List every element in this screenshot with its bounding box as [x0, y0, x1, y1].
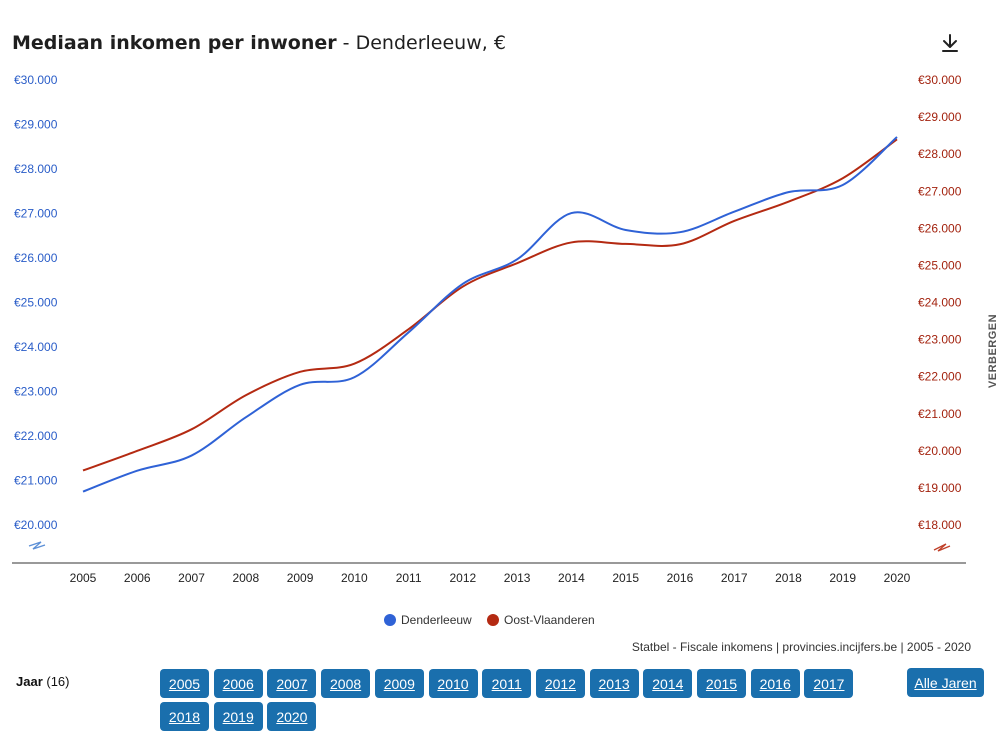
legend-label: Oost-Vlaanderen [504, 613, 595, 627]
year-button-2012[interactable]: 2012 [535, 669, 585, 698]
x-tick-label: 2007 [178, 571, 205, 585]
year-button-2020[interactable]: 2020 [267, 702, 317, 731]
left-y-tick-label: €30.000 [14, 73, 58, 87]
year-button-2006[interactable]: 2006 [213, 669, 263, 698]
legend-marker [487, 614, 499, 626]
year-button-2015[interactable]: 2015 [697, 669, 746, 698]
year-button-2005[interactable]: 2005 [160, 669, 209, 698]
legend-label: Denderleeuw [401, 613, 472, 627]
source-note: Statbel - Fiscale inkomens | provincies.… [631, 640, 971, 654]
year-filter-label: Jaar (16) [16, 674, 70, 689]
left-y-tick-label: €25.000 [14, 296, 58, 310]
year-filter-count: (16) [46, 674, 70, 689]
right-y-tick-label: €27.000 [918, 184, 962, 198]
right-y-tick-label: €30.000 [918, 73, 962, 87]
axis-break-icon [933, 543, 951, 552]
axis-break-icon [28, 541, 46, 550]
left-y-tick-label: €29.000 [14, 118, 58, 132]
left-y-tick-label: €24.000 [14, 340, 58, 354]
x-tick-label: 2014 [558, 571, 585, 585]
download-icon[interactable] [938, 32, 962, 56]
legend-item-oost-vlaanderen[interactable]: Oost-Vlaanderen [487, 613, 595, 627]
right-y-axis: €18.000 €19.000 €20.000 €21.000 €22.000 €23.0… [918, 73, 962, 552]
left-y-axis: €20.000 €21.000 €22.000 €23.000 €24.000 €25.0… [14, 73, 58, 550]
x-tick-label: 2016 [667, 571, 694, 585]
x-tick-label: 2020 [884, 571, 911, 585]
x-tick-label: 2015 [612, 571, 639, 585]
left-y-tick-label: €26.000 [14, 251, 58, 265]
right-y-tick-label: €18.000 [918, 518, 962, 532]
right-y-tick-label: €19.000 [918, 481, 962, 495]
right-y-tick-label: €21.000 [918, 407, 962, 421]
chart-title-main: Mediaan inkomen per inwoner [12, 32, 337, 54]
year-button-2008[interactable]: 2008 [321, 669, 371, 698]
series-line-denderleeuw[interactable] [82, 136, 898, 493]
x-tick-label: 2019 [829, 571, 856, 585]
year-filter-title: Jaar [16, 674, 43, 689]
x-tick-label: 2017 [721, 571, 748, 585]
x-tick-label: 2008 [232, 571, 259, 585]
left-y-tick-label: €20.000 [14, 518, 58, 532]
line-chart: €20.000 €21.000 €22.000 €23.000 €24.000 €25.0… [12, 73, 966, 627]
right-y-tick-label: €25.000 [918, 258, 962, 272]
x-axis: 2005 2006 2007 2008 2009 2010 2011 2012 2013 2014… [12, 562, 966, 585]
legend-marker [384, 614, 396, 626]
x-tick-label: 2005 [70, 571, 97, 585]
chart-title-sub: - Denderleeuw, € [336, 32, 506, 54]
right-y-tick-label: €23.000 [918, 333, 962, 347]
chart-lines [82, 136, 898, 493]
left-y-tick-label: €23.000 [14, 385, 58, 399]
x-tick-label: 2010 [341, 571, 368, 585]
chart-legend[interactable]: Denderleeuw Oost-Vlaanderen [384, 613, 595, 627]
right-y-tick-label: €29.000 [918, 110, 962, 124]
right-y-tick-label: €28.000 [918, 147, 962, 161]
right-y-tick-label: €24.000 [918, 296, 962, 310]
x-tick-label: 2009 [287, 571, 314, 585]
year-button-2013[interactable]: 2013 [589, 669, 639, 698]
x-tick-label: 2012 [450, 571, 477, 585]
year-button-2014[interactable]: 2014 [643, 669, 693, 698]
year-button-2018[interactable]: 2018 [160, 702, 209, 731]
all-years-button[interactable]: Alle Jaren [907, 668, 984, 697]
left-y-tick-label: €27.000 [14, 207, 58, 221]
left-y-tick-label: €28.000 [14, 162, 58, 176]
year-button-2011[interactable]: 2011 [482, 669, 532, 698]
year-button-2016[interactable]: 2016 [750, 669, 800, 698]
chart-title: Mediaan inkomen per inwoner - Denderleeu… [12, 32, 506, 54]
year-button-2010[interactable]: 2010 [428, 669, 478, 698]
hide-label: VERBERGEN [987, 313, 999, 389]
right-y-tick-label: €22.000 [918, 370, 962, 384]
year-button-2019[interactable]: 2019 [213, 702, 263, 731]
right-y-tick-label: €26.000 [918, 221, 962, 235]
x-tick-label: 2006 [124, 571, 151, 585]
series-line-oost-vlaanderen[interactable] [82, 138, 898, 472]
left-y-tick-label: €22.000 [14, 429, 58, 443]
year-button-2009[interactable]: 2009 [374, 669, 424, 698]
right-y-tick-label: €20.000 [918, 444, 962, 458]
x-tick-label: 2018 [775, 571, 802, 585]
legend-item-denderleeuw[interactable]: Denderleeuw [384, 613, 472, 627]
hide-chart-toggle[interactable]: VERBERGEN [984, 306, 1002, 396]
year-button-2007[interactable]: 2007 [267, 669, 317, 698]
x-tick-label: 2013 [504, 571, 531, 585]
x-tick-label: 2011 [396, 571, 422, 585]
year-button-2017[interactable]: 2017 [804, 669, 854, 698]
left-y-tick-label: €21.000 [14, 474, 58, 488]
